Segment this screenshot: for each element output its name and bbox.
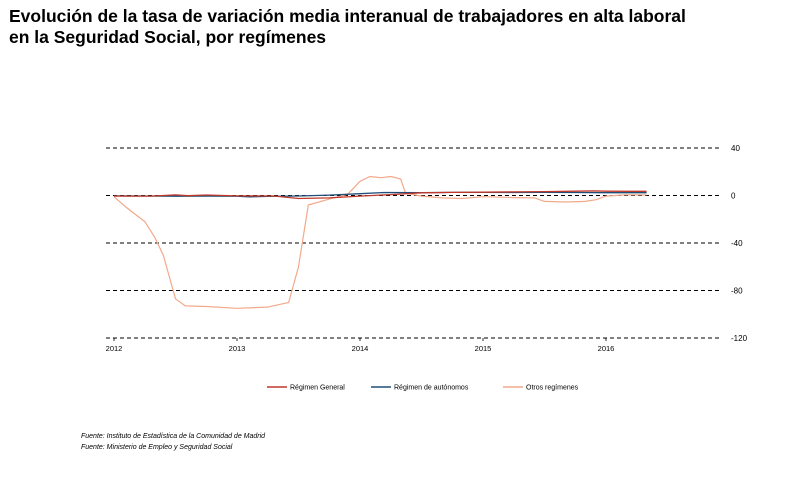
y-tick-label: -80 xyxy=(731,287,743,296)
x-tick-labels: 2012 2013 2014 2015 2016 xyxy=(106,344,615,353)
y-tick-labels: 40 0 -40 -80 -120 xyxy=(731,144,748,343)
chart-title: Evolución de la tasa de variación media … xyxy=(9,6,794,48)
source-note-2: Fuente: Ministerio de Empleo y Seguridad… xyxy=(81,444,233,451)
series-line-regimen-general xyxy=(114,190,647,200)
series-lines xyxy=(113,175,647,309)
grid-lines xyxy=(106,147,720,339)
x-tick-label: 2014 xyxy=(352,344,369,353)
legend-otros-regimenes-label: Otros regímenes xyxy=(526,385,579,392)
chart-title-line-2: en la Seguridad Social, por regímenes xyxy=(9,27,327,47)
x-tick-label: 2013 xyxy=(229,344,246,353)
legend: Régimen General Régimen de autónomos Otros… xyxy=(267,385,579,392)
series-line-otros-regimenes xyxy=(113,175,647,309)
y-tick-label: -40 xyxy=(731,239,743,248)
series-line-regimen-autonomos xyxy=(113,191,647,198)
y-tick-label: 0 xyxy=(731,192,736,201)
y-tick-label: 40 xyxy=(731,144,740,153)
chart-title-line-1: Evolución de la tasa de variación media … xyxy=(9,6,686,26)
x-tick-label: 2016 xyxy=(598,344,615,353)
x-axis xyxy=(113,338,607,341)
legend-regimen-autonomos-label: Régimen de autónomos xyxy=(394,385,469,392)
source-note-1: Fuente: Instituto de Estadística de la C… xyxy=(81,433,266,440)
legend-regimen-general-label: Régimen General xyxy=(290,385,345,392)
x-tick-label: 2015 xyxy=(475,344,492,353)
y-tick-label: -120 xyxy=(731,334,748,343)
x-tick-label: 2012 xyxy=(106,344,123,353)
